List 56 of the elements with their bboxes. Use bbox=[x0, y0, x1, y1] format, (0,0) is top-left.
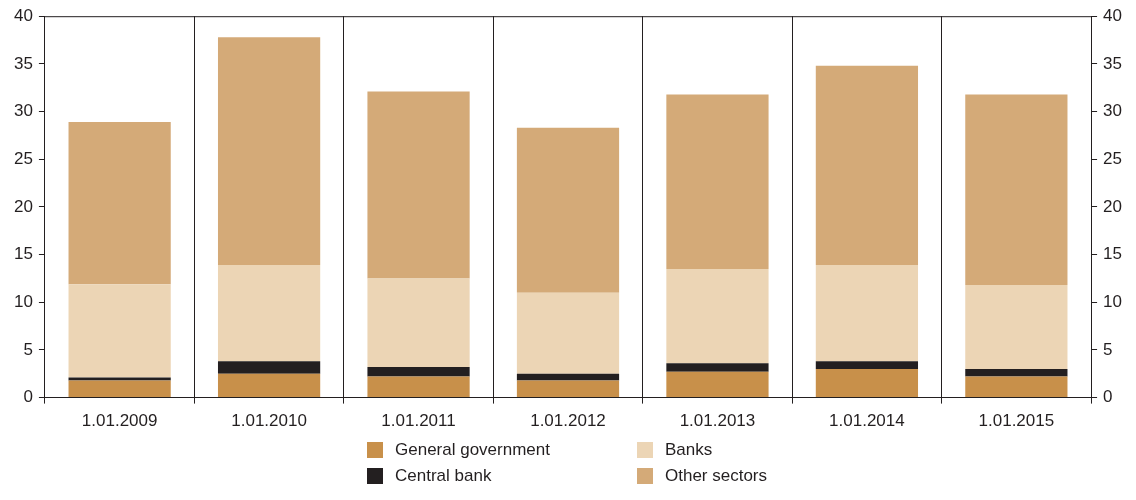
y-tick-label: 40 bbox=[13, 5, 33, 25]
y2-tick-label: 0 bbox=[1103, 387, 1113, 407]
x-tick-label: 1.01.2011 bbox=[381, 411, 456, 431]
bar bbox=[68, 284, 171, 378]
bar bbox=[217, 373, 321, 398]
bar bbox=[367, 376, 470, 398]
bar bbox=[367, 367, 470, 377]
bar bbox=[815, 361, 919, 369]
y-tick-label: 20 bbox=[13, 196, 33, 216]
bar bbox=[68, 122, 171, 285]
legend-label: Central bank bbox=[395, 466, 492, 486]
y-tick-label: 35 bbox=[13, 53, 33, 73]
bar bbox=[965, 376, 1068, 398]
bar bbox=[367, 278, 470, 368]
x-tick-label: 1.01.2009 bbox=[81, 411, 158, 431]
y2-tick-label: 5 bbox=[1103, 339, 1113, 359]
bar bbox=[516, 373, 620, 381]
bar bbox=[815, 65, 919, 266]
bar bbox=[516, 292, 620, 374]
legend-label: General government bbox=[395, 440, 550, 460]
x-tick-label: 1.01.2010 bbox=[231, 411, 307, 431]
y-tick-label: 5 bbox=[23, 339, 33, 359]
y2-tick-label: 30 bbox=[1103, 101, 1123, 121]
bar bbox=[666, 363, 769, 372]
x-tick-label: 1.01.2014 bbox=[829, 411, 905, 431]
bar bbox=[367, 91, 470, 279]
y-tick-label: 15 bbox=[13, 244, 33, 264]
y2-tick-label: 40 bbox=[1103, 5, 1123, 25]
bar bbox=[965, 94, 1068, 286]
bar bbox=[68, 380, 171, 398]
bar bbox=[815, 265, 919, 362]
bar bbox=[965, 285, 1068, 369]
y-tick-label: 10 bbox=[13, 291, 33, 311]
bar bbox=[217, 37, 321, 266]
bar bbox=[815, 369, 919, 398]
y2-tick-label: 15 bbox=[1103, 244, 1123, 264]
x-tick-label: 1.01.2015 bbox=[978, 411, 1055, 431]
x-tick-label: 1.01.2013 bbox=[679, 411, 756, 431]
bar bbox=[666, 268, 769, 364]
bar bbox=[666, 371, 769, 398]
y2-tick-label: 10 bbox=[1103, 291, 1123, 311]
y2-tick-label: 20 bbox=[1103, 196, 1123, 216]
y-tick-label: 25 bbox=[13, 148, 33, 168]
y2-tick-label: 35 bbox=[1103, 53, 1123, 73]
bar bbox=[516, 380, 620, 398]
bar bbox=[217, 361, 321, 374]
y-tick-label: 30 bbox=[13, 101, 33, 121]
y-tick-label: 0 bbox=[23, 387, 33, 407]
bar bbox=[516, 127, 620, 293]
legend-label: Banks bbox=[665, 440, 713, 460]
x-tick-label: 1.01.2012 bbox=[530, 411, 606, 431]
bar bbox=[666, 94, 769, 269]
y2-tick-label: 25 bbox=[1103, 148, 1123, 168]
bar bbox=[217, 265, 321, 362]
bar bbox=[965, 369, 1068, 377]
legend-label: Other sectors bbox=[665, 466, 768, 486]
